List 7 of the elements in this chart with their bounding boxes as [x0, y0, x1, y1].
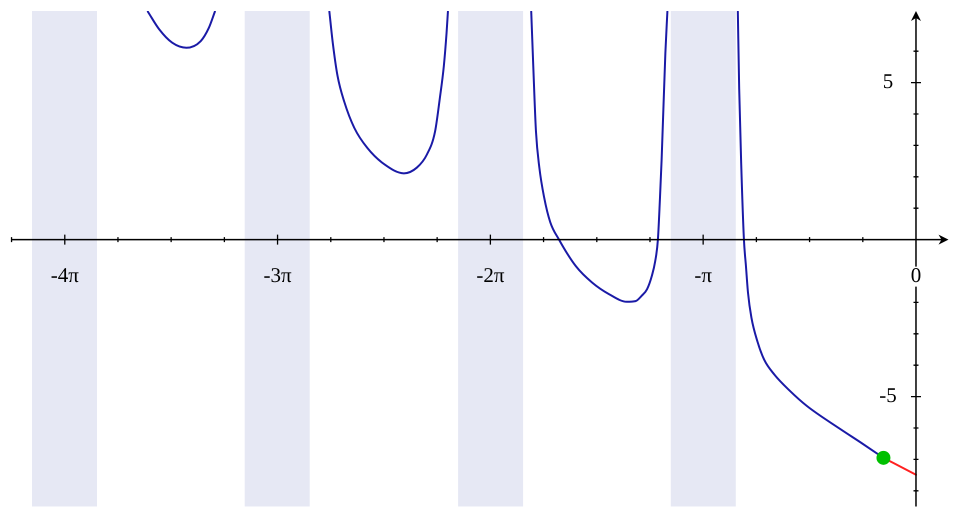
x-tick-label: -π [694, 263, 712, 288]
y-tick-label: -5 [879, 383, 897, 408]
x-tick-label: 0 [910, 263, 922, 288]
x-tick-label: -2π [476, 263, 505, 288]
y-tick-label: 5 [882, 69, 894, 94]
x-tick-label: -3π [263, 263, 292, 288]
x-tick-label: -4π [50, 263, 80, 288]
